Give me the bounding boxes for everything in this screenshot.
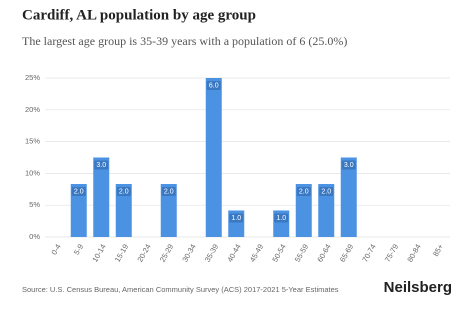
x-tick-label: 5-9 — [72, 242, 85, 256]
bar — [93, 157, 110, 237]
value-label-bg — [94, 160, 109, 170]
value-label: 3.0 — [96, 162, 106, 169]
value-label-bg — [341, 160, 356, 170]
y-tick-label: 25% — [25, 73, 40, 82]
bar — [340, 157, 357, 237]
x-tick-label: 60-64 — [315, 242, 332, 263]
x-tick-label: 20-24 — [135, 242, 152, 263]
value-label-bg — [116, 187, 131, 197]
value-label-bg — [206, 81, 221, 90]
x-tick-label: 10-14 — [90, 242, 107, 263]
bar — [295, 184, 312, 237]
bar — [70, 184, 87, 237]
bar — [318, 184, 335, 237]
x-tick-label: 85+ — [431, 242, 445, 258]
x-tick-label: 40-44 — [225, 242, 242, 263]
x-tick-label: 30-34 — [180, 242, 197, 263]
bar — [115, 184, 132, 237]
value-label: 3.0 — [344, 162, 354, 169]
x-tick-label: 80-84 — [405, 242, 422, 263]
y-tick-label: 20% — [25, 105, 40, 114]
y-tick-label: 15% — [25, 137, 40, 146]
value-label: 6.0 — [209, 83, 219, 90]
x-tick-label: 35-39 — [203, 242, 220, 263]
x-tick-label: 25-29 — [158, 242, 175, 263]
value-label-bg — [161, 187, 176, 197]
x-tick-label: 0-4 — [49, 242, 62, 256]
y-tick-label: 10% — [25, 168, 40, 177]
value-label: 1.0 — [231, 215, 241, 222]
brand: Neilsberg — [384, 279, 452, 296]
value-label: 2.0 — [74, 189, 84, 196]
source: Source: U.S. Census Bureau, American Com… — [22, 285, 339, 294]
value-label: 1.0 — [276, 215, 286, 222]
value-label-bg — [229, 213, 244, 223]
x-tick-label: 65-69 — [338, 242, 355, 263]
value-label-bg — [296, 187, 311, 197]
x-tick-label: 75-79 — [383, 242, 400, 263]
value-label: 2.0 — [321, 189, 331, 196]
x-tick-label: 55-59 — [293, 242, 310, 263]
x-tick-label: 45-49 — [248, 242, 265, 263]
value-label: 2.0 — [299, 189, 309, 196]
chart-title: Cardiff, AL population by age group — [22, 7, 256, 23]
x-tick-label: 15-19 — [113, 242, 130, 263]
x-tick-label: 70-74 — [360, 242, 377, 263]
y-tick-label: 0% — [29, 232, 40, 241]
y-tick-label: 5% — [29, 200, 40, 209]
value-label: 2.0 — [164, 189, 174, 196]
bar — [205, 78, 222, 237]
value-label-bg — [319, 187, 334, 197]
value-label-bg — [274, 213, 289, 223]
chart-subtitle: The largest age group is 35-39 years wit… — [22, 34, 347, 48]
x-tick-label: 50-54 — [270, 242, 287, 263]
bar — [160, 184, 177, 237]
value-label-bg — [71, 187, 86, 197]
value-label: 2.0 — [119, 189, 129, 196]
